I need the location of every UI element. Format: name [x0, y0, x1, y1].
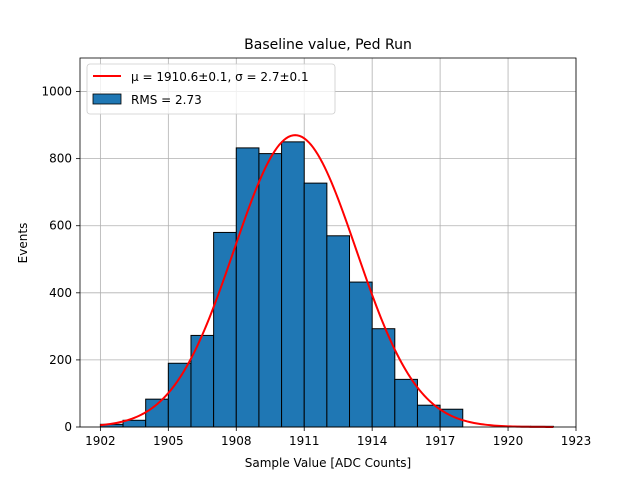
- y-tick-label: 600: [49, 219, 72, 233]
- x-tick-label: 1902: [85, 434, 116, 448]
- y-tick-label: 1000: [41, 85, 72, 99]
- histogram-bar: [326, 235, 351, 428]
- y-axis-ticks: 0 200 400 600 800 1000: [41, 85, 80, 434]
- histogram-bar: [258, 153, 283, 428]
- histogram-bar: [167, 362, 192, 428]
- histogram-bar: [394, 378, 418, 428]
- x-tick-label: 1908: [221, 434, 252, 448]
- plot-frame: [79, 57, 577, 428]
- y-tick-label: 400: [49, 286, 72, 300]
- legend-box: [86, 63, 336, 115]
- y-axis-label: Events: [16, 223, 30, 264]
- legend-histogram-swatch: [92, 93, 122, 105]
- x-tick-label: 1917: [425, 434, 456, 448]
- y-tick-label: 200: [49, 353, 72, 367]
- histogram-bar: [416, 404, 441, 428]
- histogram-bars: [99, 141, 554, 428]
- x-axis-ticks: 1902 1905 1908 1911 1914 1917 1920 1923: [85, 427, 591, 448]
- x-tick-label: 1923: [561, 434, 592, 448]
- x-tick-label: 1911: [289, 434, 320, 448]
- histogram-bar: [190, 334, 215, 428]
- x-axis-label: Sample Value [ADC Counts]: [245, 456, 411, 470]
- legend-fit-label: μ = 1910.6±0.1, σ = 2.7±0.1: [131, 70, 309, 84]
- histogram-bar: [281, 141, 305, 428]
- chart-title: Baseline value, Ped Run: [244, 37, 412, 53]
- gaussian-fit-curve: [100, 134, 554, 428]
- histogram-bar: [303, 182, 328, 428]
- y-tick-label: 0: [64, 420, 72, 434]
- histogram-bar: [349, 281, 373, 428]
- histogram-bar: [213, 231, 237, 428]
- x-tick-label: 1905: [153, 434, 184, 448]
- x-tick-label: 1914: [357, 434, 388, 448]
- x-tick-label: 1920: [493, 434, 524, 448]
- y-tick-label: 800: [49, 152, 72, 166]
- legend: μ = 1910.6±0.1, σ = 2.7±0.1 RMS = 2.73: [86, 63, 336, 115]
- legend-histogram-label: RMS = 2.73: [131, 93, 202, 107]
